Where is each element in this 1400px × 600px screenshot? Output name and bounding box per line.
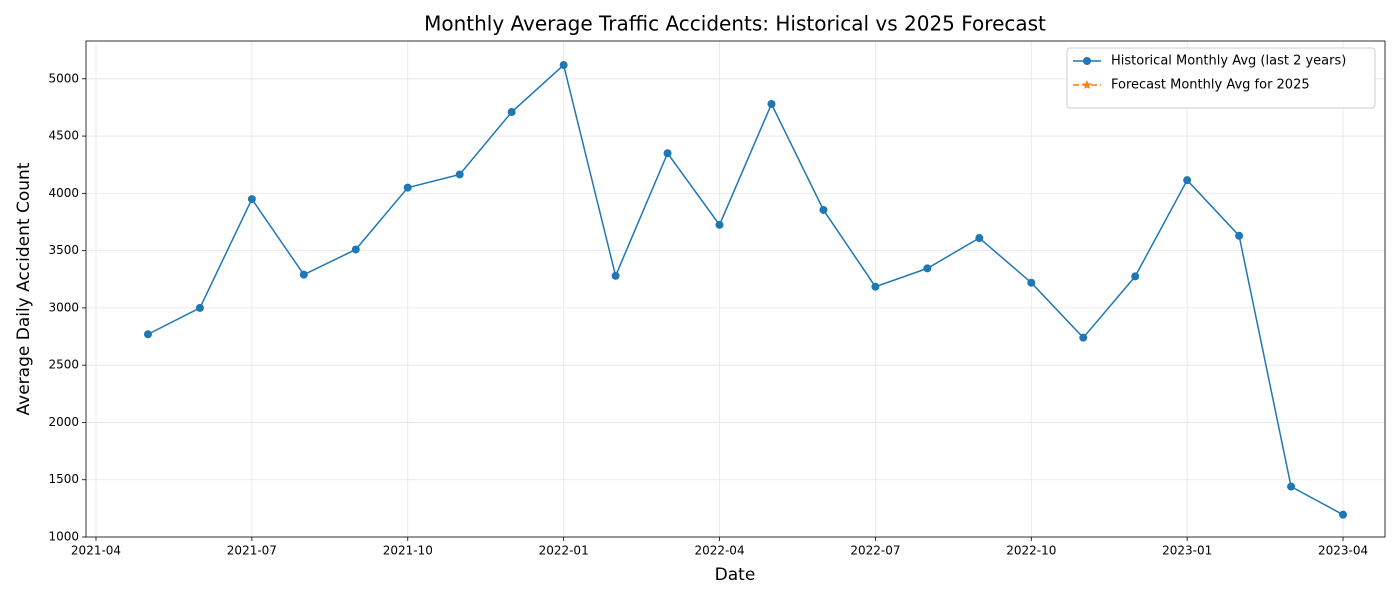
marker [1079, 333, 1088, 342]
x-axis-label: Date [715, 565, 756, 585]
y-axis-label: Average Daily Accident Count [14, 162, 34, 415]
x-tick-label: 2021-10 [383, 544, 433, 558]
marker [663, 149, 672, 158]
series-line [147, 63, 1344, 516]
y-tick-label: 1000 [48, 530, 79, 544]
x-tick-label: 2023-04 [1318, 544, 1368, 558]
marker [559, 61, 568, 70]
x-tick-label: 2022-07 [850, 544, 900, 558]
marker [819, 205, 828, 214]
marker [975, 234, 984, 243]
marker [871, 282, 880, 291]
x-tick-label: 2022-10 [1006, 544, 1056, 558]
legend-box [1066, 47, 1376, 109]
marker [195, 303, 204, 312]
marker [715, 220, 724, 229]
marker [1339, 510, 1348, 519]
marker [403, 183, 412, 192]
marker [1183, 176, 1192, 185]
x-tick-label: 2021-04 [71, 544, 121, 558]
y-tick-label: 1500 [48, 472, 79, 486]
marker [143, 330, 152, 339]
plot-frame [85, 40, 1386, 538]
marker [1027, 278, 1036, 287]
y-tick-label: 3500 [48, 243, 79, 257]
x-tick-label: 2022-04 [694, 544, 744, 558]
chart-title: Monthly Average Traffic Accidents: Histo… [424, 12, 1046, 36]
legend-label: Forecast Monthly Avg for 2025 [1111, 78, 1310, 93]
y-tick-label: 5000 [48, 71, 79, 85]
y-tick-label: 3000 [48, 300, 79, 314]
marker [767, 100, 776, 109]
marker [299, 270, 308, 279]
y-tick-label: 2500 [48, 358, 79, 372]
legend-marker [1083, 57, 1091, 65]
y-tick-label: 4000 [48, 186, 79, 200]
legend-marker [1082, 80, 1092, 89]
marker [247, 195, 256, 204]
y-tick-label: 2000 [48, 415, 79, 429]
marker [1287, 482, 1296, 491]
marker [351, 245, 360, 254]
marker [923, 264, 932, 273]
marker [507, 108, 516, 117]
x-tick-label: 2021-07 [227, 544, 277, 558]
y-tick-label: 4500 [48, 129, 79, 143]
x-tick-label: 2023-01 [1162, 544, 1212, 558]
marker [455, 170, 464, 179]
marker [611, 271, 620, 280]
marker [1235, 231, 1244, 240]
legend-label: Historical Monthly Avg (last 2 years) [1111, 54, 1346, 69]
x-tick-label: 2022-01 [539, 544, 589, 558]
marker [1131, 272, 1140, 281]
